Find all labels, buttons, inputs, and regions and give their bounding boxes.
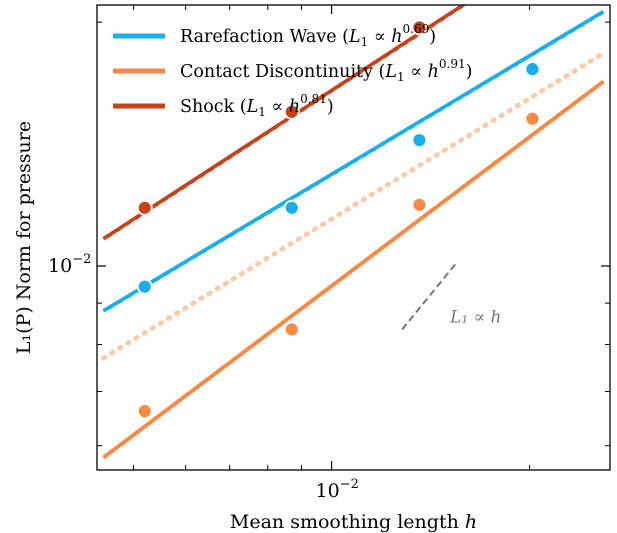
legend: Rarefaction Wave (L1 ∝ h0.69)Contact Dis…: [113, 22, 472, 119]
reference-slope-line: [401, 261, 458, 331]
legend-h-symbol: h: [391, 27, 402, 47]
shock-point: [283, 103, 300, 120]
rarefaction-wave-point: [283, 199, 300, 216]
x-axis-label-text: Mean smoothing length: [230, 511, 465, 533]
legend-close-paren: ): [429, 27, 436, 47]
rarefaction-wave-legend-label: Rarefaction Wave (L1 ∝ h0.69): [180, 22, 436, 49]
rarefaction-wave-point: [524, 61, 541, 78]
contact-discontinuity-point: [524, 110, 541, 127]
legend-l-symbol: L: [384, 62, 397, 82]
y-axis-label: L₁(P) Norm for pressure: [13, 121, 35, 354]
legend-h-symbol: h: [428, 62, 439, 82]
contact-discontinuity-fit-line: [102, 79, 605, 460]
rarefaction-wave-point: [411, 132, 428, 149]
shock-point: [136, 199, 153, 216]
legend-exponent: 0.91: [439, 57, 466, 71]
axis-labels: Mean smoothing length h L₁(P) Norm for pr…: [13, 121, 477, 533]
axes: 10−2 10−2: [48, 5, 610, 502]
legend-series-name: Contact Discontinuity (: [180, 62, 385, 82]
legend-subscript: 1: [361, 35, 369, 49]
legend-exponent: 0.81: [300, 92, 327, 106]
legend-l-symbol: L: [246, 97, 259, 117]
shock-reference-dashed-line: [103, 5, 469, 242]
legend-h-symbol: h: [289, 97, 300, 117]
rarefaction-wave-fit-line: [102, 10, 605, 313]
contact-discontinuity-legend-label: Contact Discontinuity (L1 ∝ h0.91): [180, 57, 472, 84]
contact-discontinuity-point: [411, 196, 428, 213]
legend-close-paren: ): [327, 97, 334, 117]
x-axis-label-variable: h: [465, 511, 477, 533]
contact-discontinuity-point: [136, 403, 153, 420]
legend-series-name: Rarefaction Wave (: [180, 27, 349, 47]
legend-subscript: 1: [397, 70, 405, 84]
legend-proportional: ∝: [405, 62, 428, 82]
legend-proportional: ∝: [266, 97, 289, 117]
plot-area: L₁ ∝ h: [100, 5, 606, 460]
legend-subscript: 1: [258, 105, 266, 119]
legend-series-name: Shock (: [180, 97, 247, 117]
shock-fit-line: [102, 5, 468, 241]
x-axis-label: Mean smoothing length h: [230, 511, 477, 533]
x-tick-label-exponent: −2: [340, 477, 359, 492]
contact-discontinuity-reference-dotted-line: [100, 50, 606, 361]
y-tick-label-exponent: −2: [72, 252, 91, 267]
legend-exponent: 0.69: [403, 22, 430, 36]
legend-proportional: ∝: [368, 27, 391, 47]
shock-legend-label: Shock (L1 ∝ h0.81): [180, 92, 334, 119]
legend-close-paren: ): [466, 62, 473, 82]
shock-point: [411, 19, 428, 36]
legend-l-symbol: L: [348, 27, 361, 47]
rarefaction-wave-point: [136, 278, 153, 295]
y-tick-label: 10−2: [48, 252, 91, 277]
rarefaction-wave-reference-dashed-line: [103, 13, 604, 315]
contact-discontinuity-point: [283, 321, 300, 338]
reference-slope-label: L₁ ∝ h: [449, 307, 501, 327]
x-tick-label: 10−2: [316, 477, 359, 502]
plot-frame: [96, 4, 611, 471]
